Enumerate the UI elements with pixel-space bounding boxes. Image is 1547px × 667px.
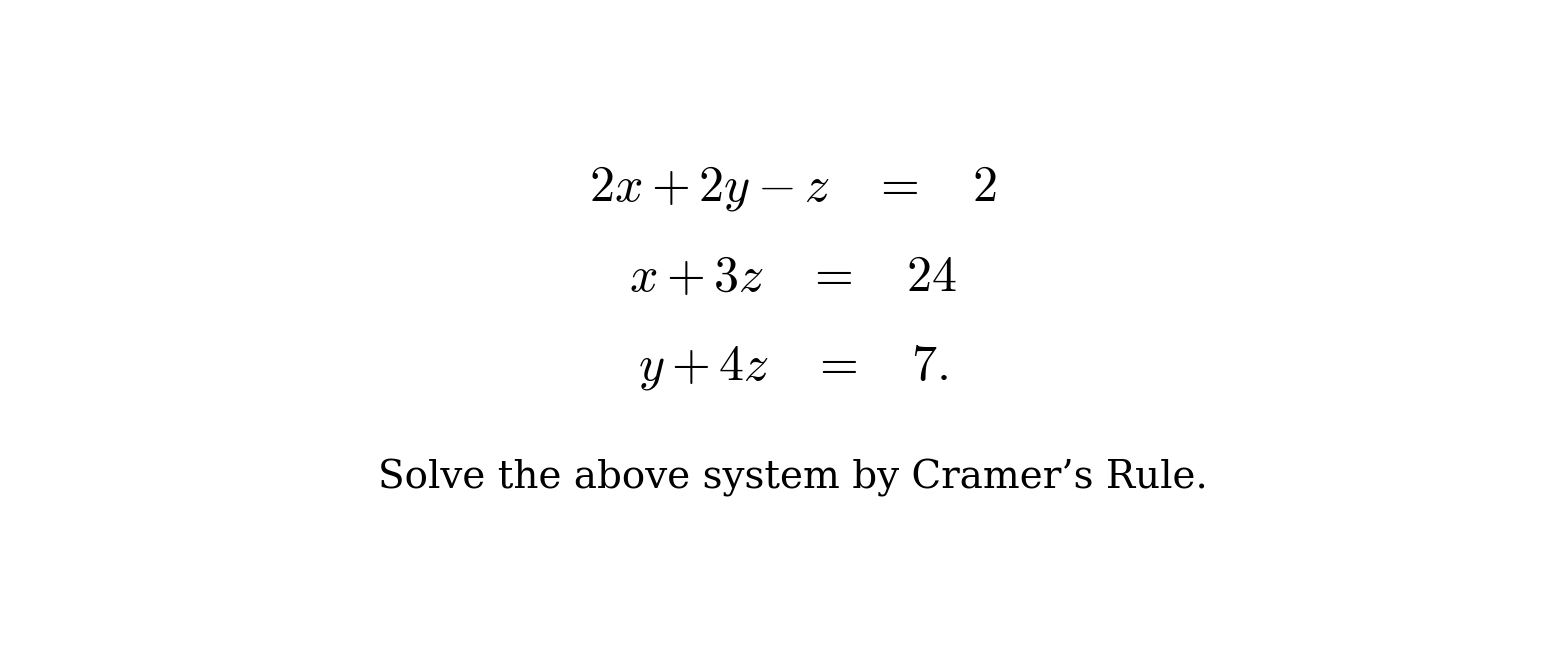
- Text: Solve the above system by Cramer’s Rule.: Solve the above system by Cramer’s Rule.: [377, 459, 1208, 497]
- Text: $x + 3z \quad = \quad 24$: $x + 3z \quad = \quad 24$: [630, 253, 956, 303]
- Text: $2x + 2y - z \quad = \quad 2$: $2x + 2y - z \quad = \quad 2$: [589, 163, 996, 213]
- Text: $y + 4z \quad = \quad 7.$: $y + 4z \quad = \quad 7.$: [637, 343, 948, 392]
